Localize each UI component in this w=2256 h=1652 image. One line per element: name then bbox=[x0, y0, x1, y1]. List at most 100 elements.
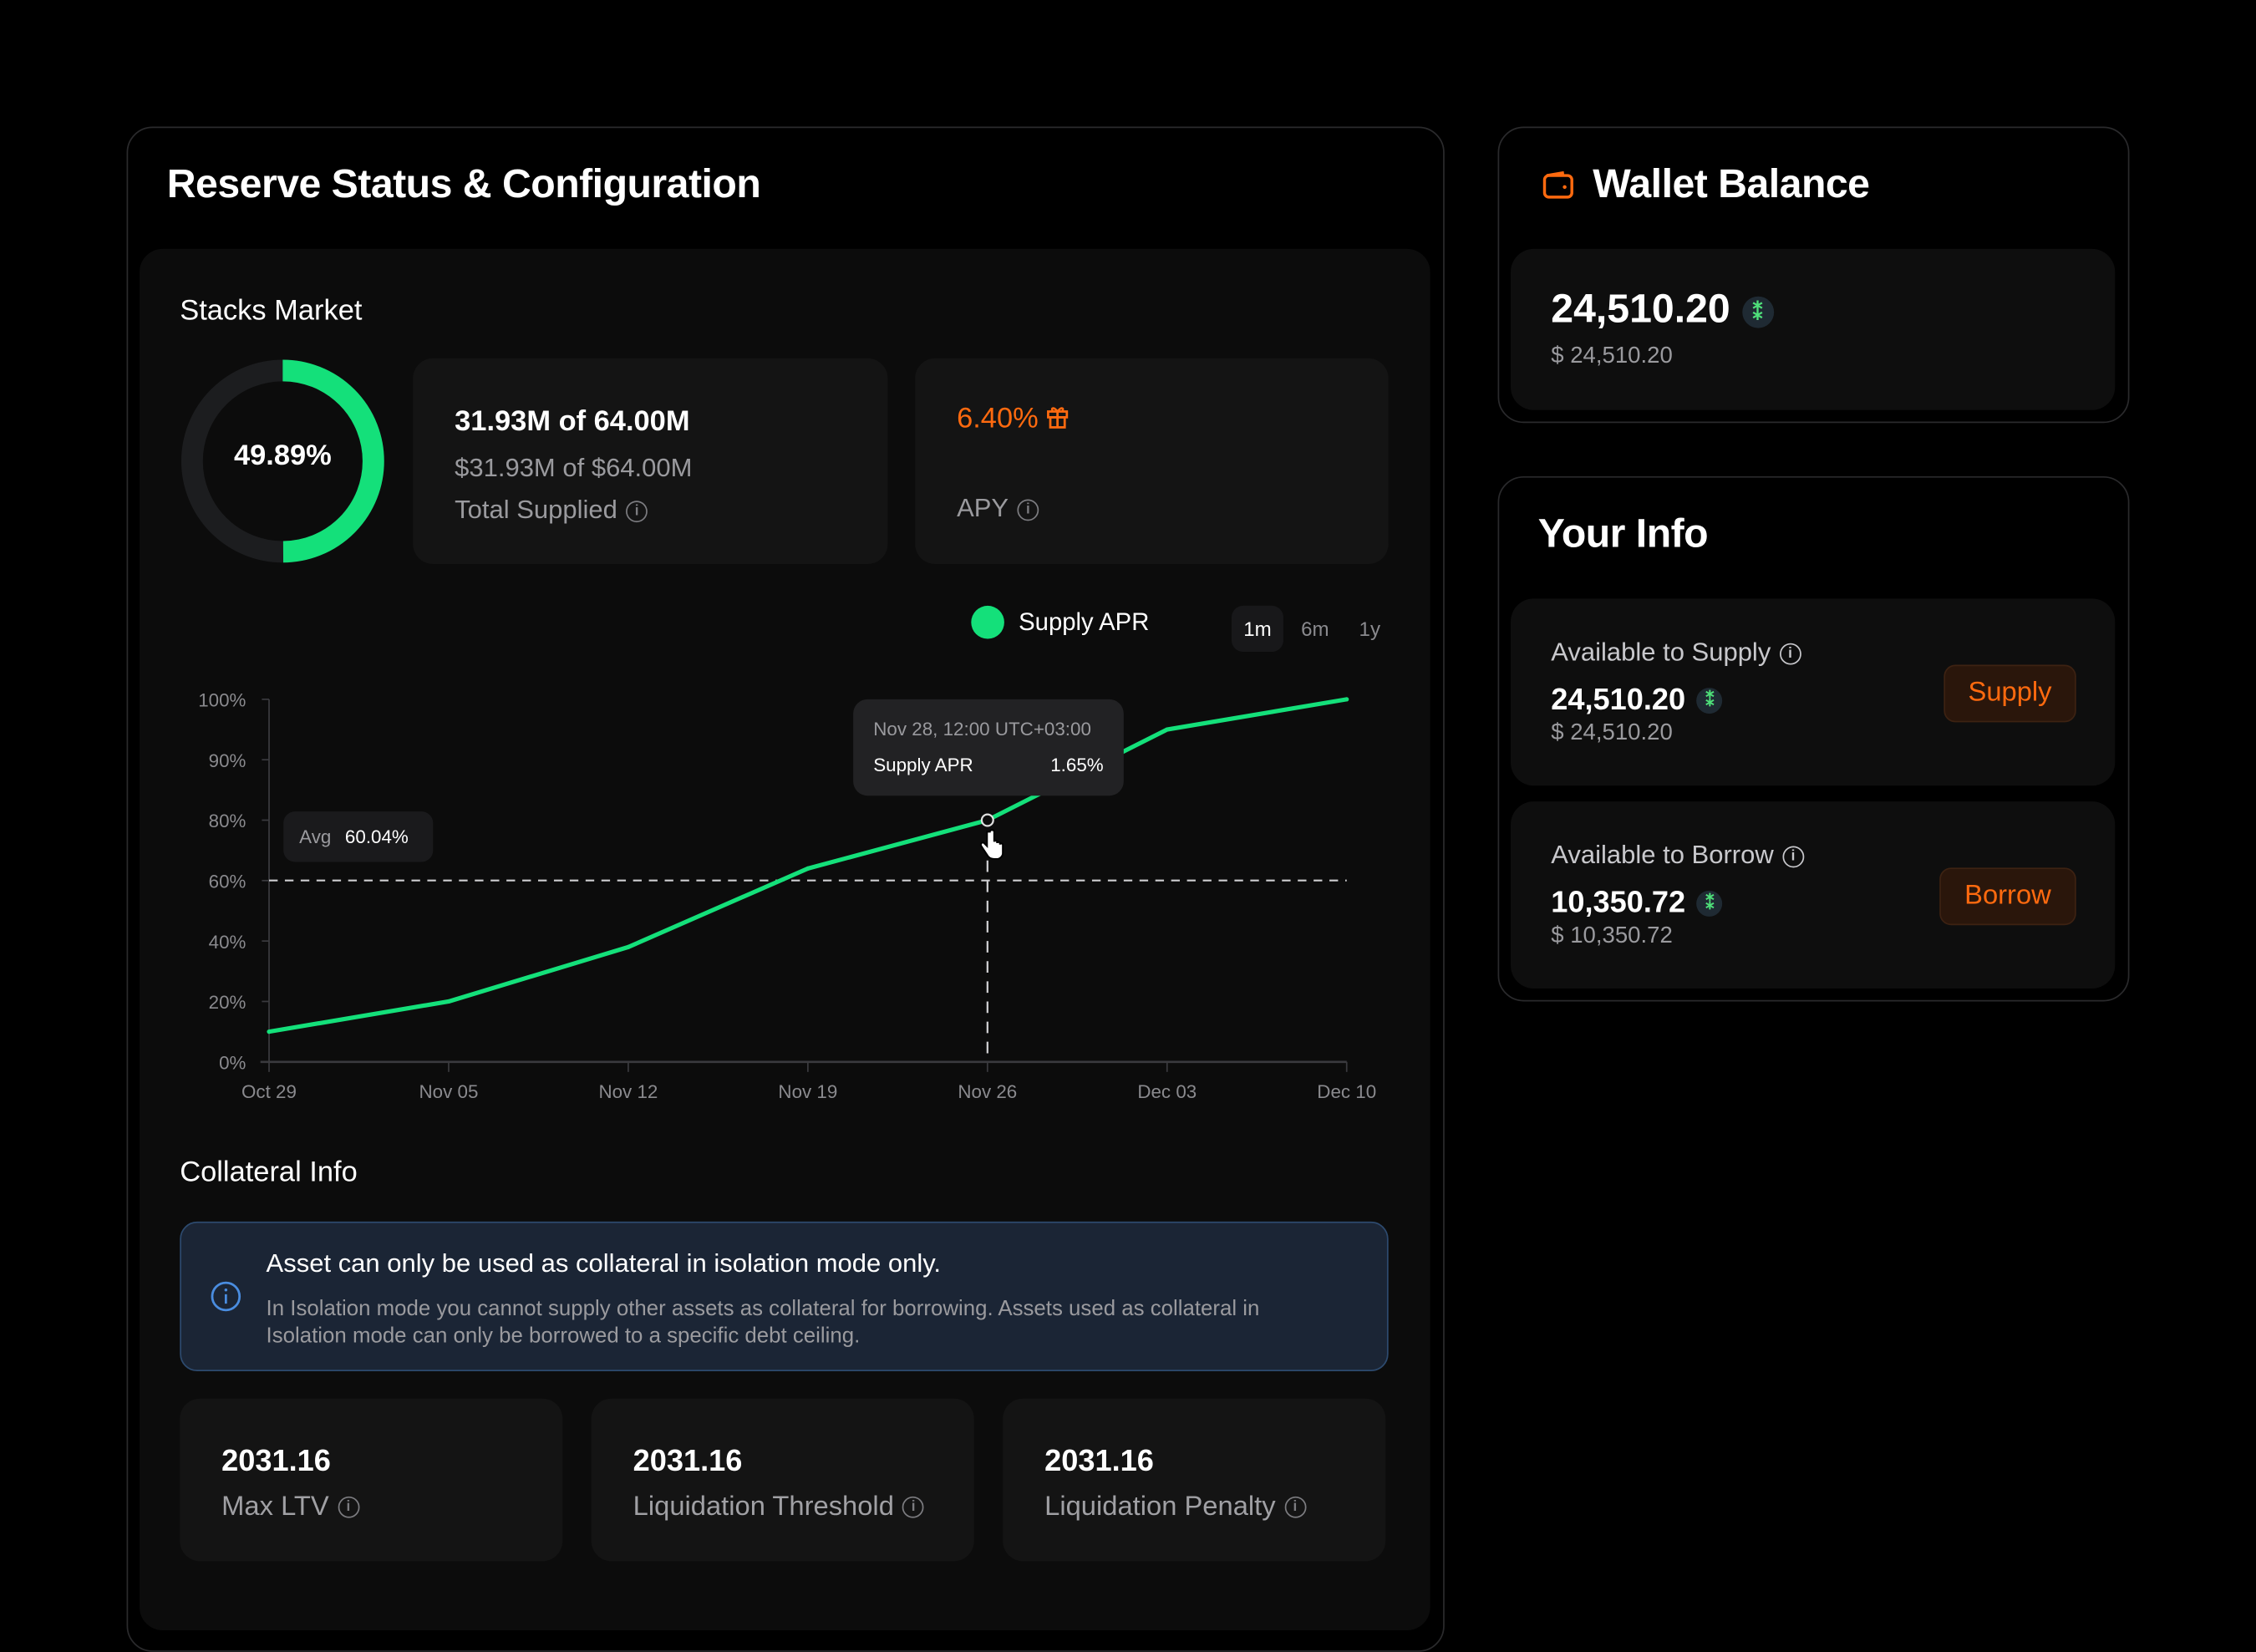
avg-badge: Avg 60.04% bbox=[283, 811, 434, 862]
isolation-alert: Asset can only be used as collateral in … bbox=[180, 1221, 1389, 1372]
data-point bbox=[1344, 697, 1349, 702]
borrow-panel: Available to Borrow i 10,350.72 ⁑ $ 10,350… bbox=[1511, 801, 2116, 989]
info-icon[interactable]: i bbox=[1283, 1497, 1306, 1519]
alert-body: In Isolation mode you cannot supply othe… bbox=[266, 1296, 1260, 1349]
borrow-usd: $ 10,350.72 bbox=[1551, 923, 1673, 948]
donut-fill bbox=[180, 359, 384, 563]
legend-label: Supply APR bbox=[1019, 608, 1150, 637]
borrow-button[interactable]: Borrow bbox=[1939, 867, 2076, 926]
avg-value: 60.04% bbox=[344, 826, 409, 848]
stat-label-row: Max LTV i bbox=[221, 1492, 359, 1524]
stat-label: Liquidation Threshold bbox=[633, 1492, 894, 1522]
alert-title: Asset can only be used as collateral in … bbox=[266, 1248, 942, 1278]
period-tab-1y[interactable]: 1y bbox=[1359, 617, 1381, 641]
stacks-token-icon: ⁑ bbox=[1696, 688, 1723, 714]
y-tick-label: 100% bbox=[198, 689, 246, 710]
stacks-token-icon: ⁑ bbox=[1696, 891, 1723, 917]
market-title: Stacks Market bbox=[180, 294, 363, 327]
borrow-label: Available to Borrow bbox=[1551, 840, 1774, 870]
borrow-amount: 10,350.72 bbox=[1551, 886, 1686, 920]
info-icon[interactable]: i bbox=[902, 1497, 925, 1519]
data-point bbox=[805, 866, 810, 871]
apy-label-row: APY i bbox=[957, 494, 1039, 524]
wallet-panel: 24,510.20 ⁑ $ 24,510.20 bbox=[1511, 248, 2116, 410]
stat-liquidation-threshold: 2031.16 Liquidation Threshold i bbox=[591, 1398, 974, 1562]
data-point bbox=[626, 944, 631, 949]
data-point bbox=[1165, 727, 1170, 732]
legend-dot bbox=[971, 605, 1004, 639]
borrow-amount-row: 10,350.72 ⁑ bbox=[1551, 887, 1723, 921]
apy-value: 6.40% bbox=[957, 403, 1039, 435]
borrow-label-row: Available to Borrow i bbox=[1551, 841, 1804, 871]
chart-tooltip: Nov 28, 12:00 UTC+03:00 Supply APR 1.65% bbox=[853, 699, 1124, 796]
supply-amount: 24,510.20 bbox=[1551, 683, 1686, 717]
gift-icon bbox=[1047, 407, 1069, 429]
stat-max-ltv: 2031.16 Max LTV i bbox=[180, 1398, 563, 1562]
y-tick-label: 0% bbox=[219, 1052, 246, 1073]
x-tick-label: Nov 19 bbox=[778, 1081, 837, 1102]
supply-apr-line bbox=[268, 697, 1348, 1034]
stat-value: 2031.16 bbox=[1044, 1444, 1154, 1478]
apy-label: APY bbox=[957, 493, 1009, 523]
period-tab-6m[interactable]: 6m bbox=[1301, 617, 1329, 641]
reserve-title: Reserve Status & Configuration bbox=[166, 160, 761, 206]
period-tab-1m[interactable]: 1m bbox=[1231, 605, 1283, 653]
tooltip-value: 1.65% bbox=[1050, 754, 1104, 776]
info-icon[interactable]: i bbox=[1779, 643, 1801, 665]
data-point bbox=[446, 999, 451, 1004]
info-icon[interactable]: i bbox=[626, 500, 648, 522]
supply-amount-row: 24,510.20 ⁑ bbox=[1551, 684, 1723, 718]
tooltip-label: Supply APR bbox=[873, 754, 973, 776]
info-circle-icon bbox=[211, 1281, 241, 1312]
y-tick-label: 80% bbox=[209, 811, 246, 831]
info-icon[interactable]: i bbox=[1017, 499, 1039, 521]
wallet-amount-row: 24,510.20 ⁑ bbox=[1551, 286, 1774, 333]
stacks-token-icon: ⁑ bbox=[1741, 296, 1774, 328]
x-tick-label: Nov 12 bbox=[598, 1081, 658, 1102]
avg-label: Avg bbox=[299, 826, 332, 848]
total-supplied-label: Total Supplied bbox=[455, 495, 617, 524]
info-icon[interactable]: i bbox=[1782, 846, 1804, 867]
utilization-percent: 49.89% bbox=[233, 440, 332, 472]
x-tick-label: Nov 26 bbox=[958, 1081, 1017, 1102]
stat-label: Max LTV bbox=[221, 1492, 329, 1522]
info-icon[interactable]: i bbox=[337, 1497, 359, 1519]
x-tick-label: Dec 03 bbox=[1137, 1081, 1197, 1102]
total-supplied-box: 31.93M of 64.00M $31.93M of $64.00M Tota… bbox=[413, 358, 888, 565]
y-tick-label: 20% bbox=[209, 992, 246, 1013]
supply-button[interactable]: Supply bbox=[1944, 664, 2076, 723]
stat-value: 2031.16 bbox=[221, 1444, 331, 1478]
stat-label: Liquidation Penalty bbox=[1044, 1492, 1276, 1522]
total-supplied-label-row: Total Supplied i bbox=[455, 495, 648, 525]
stat-label-row: Liquidation Penalty i bbox=[1044, 1492, 1306, 1524]
stat-liquidation-penalty: 2031.16 Liquidation Penalty i bbox=[1003, 1398, 1386, 1562]
stat-label-row: Liquidation Threshold i bbox=[633, 1492, 925, 1524]
tooltip-date: Nov 28, 12:00 UTC+03:00 bbox=[873, 718, 1091, 740]
wallet-title: Wallet Balance bbox=[1593, 160, 1870, 206]
wallet-usd: $ 24,510.20 bbox=[1551, 343, 1673, 369]
total-supplied-usd: $31.93M of $64.00M bbox=[455, 453, 693, 482]
utilization-donut bbox=[180, 359, 384, 563]
supply-apr-chart[interactable]: 0% 20% 40% 60% 80% 90% 100% Oct 29 Nov 05 Nov 12 N… bbox=[0, 0, 1439, 1151]
x-tick-label: Oct 29 bbox=[241, 1081, 297, 1102]
wallet-amount: 24,510.20 bbox=[1551, 286, 1730, 332]
supply-panel: Available to Supply i 24,510.20 ⁑ $ 24,510… bbox=[1511, 598, 2116, 786]
wallet-icon bbox=[1542, 170, 1573, 199]
supply-usd: $ 24,510.20 bbox=[1551, 720, 1673, 745]
y-tick-label: 90% bbox=[209, 750, 246, 771]
collateral-title: Collateral Info bbox=[180, 1156, 358, 1189]
supply-label: Available to Supply bbox=[1551, 637, 1771, 667]
apy-box: 6.40% APY i bbox=[915, 358, 1389, 565]
x-tick-label: Dec 10 bbox=[1317, 1081, 1376, 1102]
data-point bbox=[267, 1029, 272, 1034]
apy-value-row: 6.40% bbox=[957, 403, 1070, 436]
x-tick-label: Nov 05 bbox=[419, 1081, 479, 1102]
supply-label-row: Available to Supply i bbox=[1551, 638, 1801, 668]
y-tick-label: 60% bbox=[209, 871, 246, 892]
y-tick-label: 40% bbox=[209, 932, 246, 953]
your-info-title: Your Info bbox=[1537, 511, 1709, 556]
hover-point bbox=[980, 813, 994, 827]
hand-cursor-icon bbox=[979, 829, 1004, 861]
stat-value: 2031.16 bbox=[633, 1444, 743, 1478]
total-supplied-value: 31.93M of 64.00M bbox=[455, 405, 690, 438]
